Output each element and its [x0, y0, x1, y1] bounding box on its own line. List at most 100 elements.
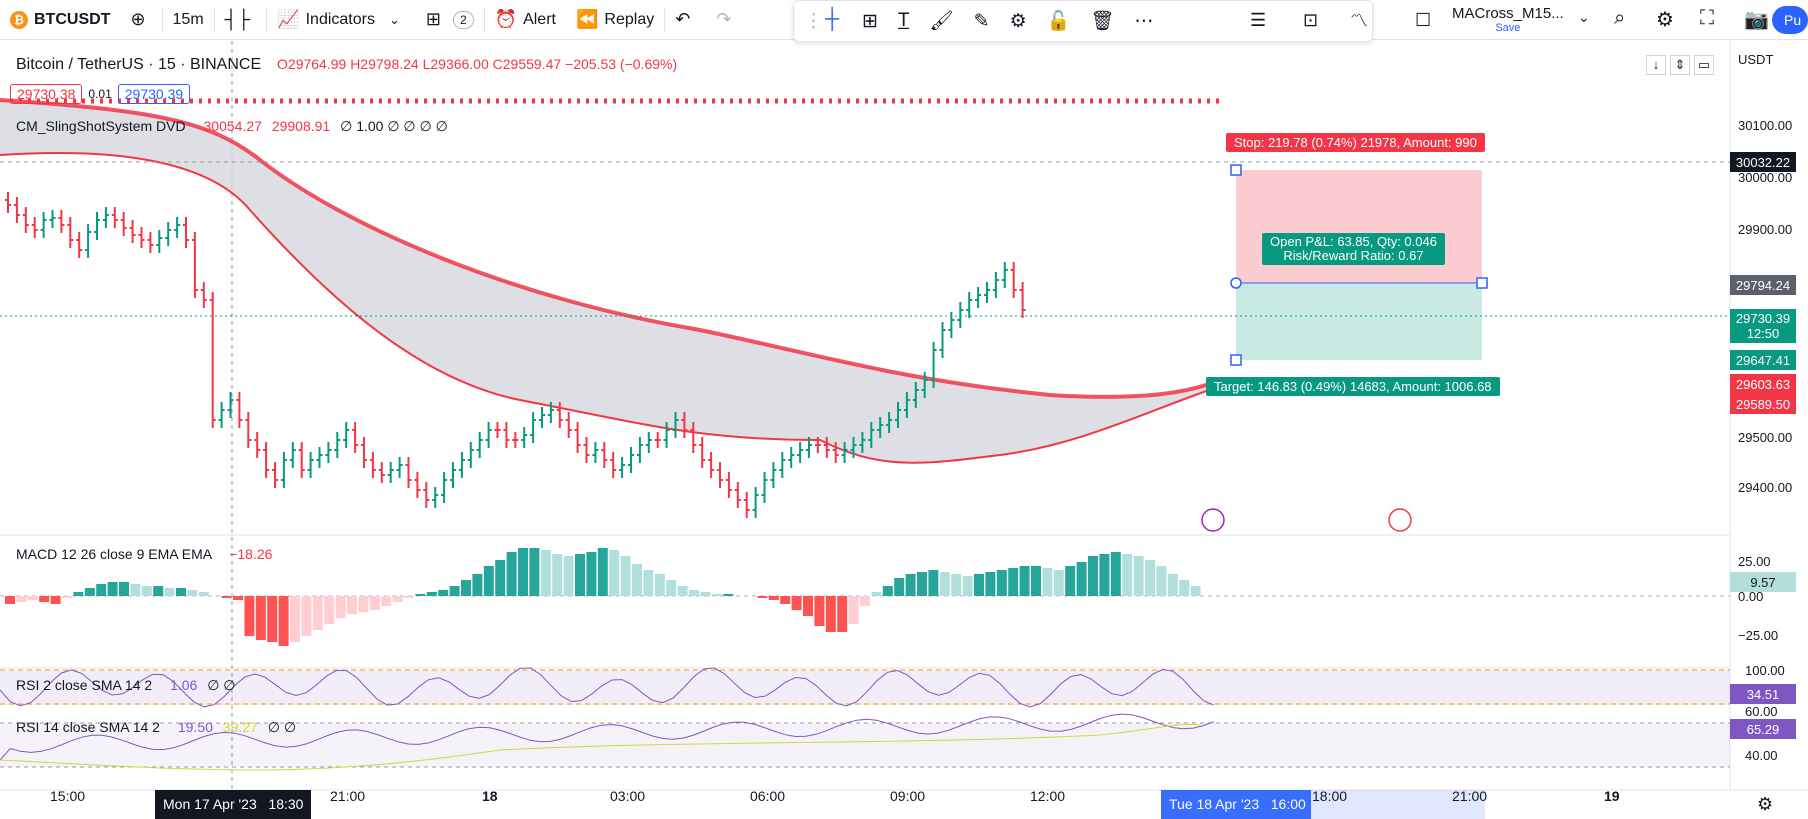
- price-tag-value: 29589.50: [1735, 396, 1791, 412]
- countdown-value: 12:50: [1746, 326, 1780, 341]
- replay-icon: ⏪: [575, 9, 599, 29]
- arrow-down-icon[interactable]: ↓: [1646, 55, 1666, 75]
- stop-label[interactable]: Stop: 219.78 (0.74%) 21978, Amount: 990: [1226, 133, 1485, 152]
- macd-bar: [472, 574, 483, 596]
- macd-bar: [563, 556, 574, 596]
- line-color-icon[interactable]: ✎: [973, 10, 990, 32]
- macd-bar: [404, 596, 414, 598]
- drag-handle-icon[interactable]: ⋮⋮: [804, 10, 842, 32]
- macd-bar: [974, 574, 984, 596]
- macd-legend[interactable]: MACD 12 26 close 9 EMA EMA −18.26: [16, 546, 272, 562]
- us-flag-event-icon[interactable]: [1388, 508, 1412, 532]
- macd-bar: [1099, 554, 1110, 596]
- entry-handle[interactable]: [1230, 277, 1242, 289]
- currency-selector[interactable]: USDT: [1738, 52, 1774, 67]
- stop-handle[interactable]: [1230, 164, 1242, 176]
- indicator-name: CM_SlingShotSystem DVD: [16, 118, 186, 134]
- plus-circle-icon: ⊕: [130, 9, 146, 29]
- publish-label: Pu: [1784, 12, 1802, 28]
- settings-gear-icon[interactable]: ⚙: [1757, 794, 1774, 814]
- ema-slow-line: [0, 152, 1216, 464]
- current-time-label: Tue 18 Apr '23 16:00: [1161, 790, 1311, 819]
- search-icon[interactable]: ⌕: [1614, 7, 1626, 29]
- macd-bar: [290, 596, 300, 642]
- macd-bar: [996, 570, 1007, 596]
- bitcoin-logo-icon: ₿: [10, 10, 28, 29]
- lock-icon[interactable]: 🔓: [1046, 11, 1071, 32]
- undo-button[interactable]: ↶: [665, 0, 706, 40]
- target-label[interactable]: Target: 146.83 (0.49%) 14683, Amount: 10…: [1206, 377, 1500, 396]
- fill-color-icon[interactable]: 🖌: [929, 11, 954, 32]
- more-options-icon[interactable]: ⋯: [1134, 10, 1154, 32]
- ask-button[interactable]: 29730.39: [117, 84, 191, 104]
- macd-bar: [620, 556, 631, 596]
- templates-button[interactable]: ⊞ 2: [416, 0, 484, 40]
- macd-bar: [426, 592, 437, 596]
- fullscreen-icon[interactable]: ⛶: [1700, 7, 1714, 29]
- redo-button[interactable]: ↷: [706, 0, 747, 40]
- layout-save-label: Save: [1495, 22, 1521, 34]
- macd-axis-label: 0.00: [1738, 589, 1764, 604]
- publish-button[interactable]: Pu: [1772, 6, 1808, 34]
- indicator-value: 39.27: [222, 719, 258, 735]
- chart-type-button[interactable]: ┤├: [215, 0, 267, 40]
- stop-zone[interactable]: [1236, 170, 1482, 283]
- chevron-down-icon[interactable]: ⌄: [1578, 9, 1590, 25]
- macd-bar: [917, 572, 927, 596]
- layout-button[interactable]: ⊡: [1293, 0, 1334, 40]
- camera-icon[interactable]: 📷: [1744, 9, 1769, 31]
- symbol-search-button[interactable]: ₿ BTCUSDT: [0, 0, 120, 40]
- compare-symbol-button[interactable]: ⊕: [120, 0, 161, 40]
- rsi14-legend[interactable]: RSI 14 close SMA 14 2 19.50 39.27 ∅ ∅: [16, 719, 296, 736]
- text-tool-icon[interactable]: T̲: [897, 10, 910, 31]
- trash-icon[interactable]: 🗑: [1090, 11, 1115, 32]
- width-handle[interactable]: [1476, 277, 1488, 289]
- macd-bar: [985, 572, 996, 596]
- layout-selector[interactable]: MACross_M15... Save: [1452, 6, 1564, 35]
- trend-tools-button[interactable]: 〽: [1340, 0, 1384, 40]
- pane-controls: ↓ ⇕ ▭: [1646, 55, 1714, 75]
- layout-checkbox-button[interactable]: ☐: [1405, 0, 1447, 40]
- target-zone[interactable]: [1236, 283, 1482, 360]
- indicator-value: ∅ 1.00 ∅ ∅ ∅ ∅: [340, 118, 448, 134]
- macd-bar: [130, 584, 141, 596]
- templates-count-badge: 2: [452, 10, 474, 29]
- price-tag-value: 29603.63: [1735, 376, 1791, 392]
- crosshair-icon[interactable]: ┼: [825, 8, 840, 30]
- template-grid-icon[interactable]: ⊞: [862, 10, 878, 32]
- macd-bar: [1042, 568, 1053, 596]
- rsi2-legend[interactable]: RSI 2 close SMA 14 2 1.06 ∅ ∅: [16, 677, 236, 694]
- macd-bar: [1088, 556, 1098, 596]
- macd-bar: [518, 548, 528, 596]
- target-handle[interactable]: [1230, 354, 1242, 366]
- pnl-label[interactable]: Open P&L: 63.85, Qty: 0.046 Risk/Reward …: [1262, 233, 1445, 265]
- alert-button[interactable]: ⏰ Alert: [485, 0, 566, 40]
- macd-bar: [438, 590, 449, 596]
- macd-bar: [324, 596, 335, 624]
- bid-button[interactable]: 29730.38: [10, 84, 83, 104]
- macd-bar: [267, 596, 278, 642]
- settings-gear-icon[interactable]: ⚙: [1009, 10, 1027, 32]
- replay-button[interactable]: ⏪ Replay: [566, 0, 664, 40]
- lightning-event-icon[interactable]: [1201, 508, 1225, 532]
- indicator-value: 29908.91: [271, 118, 331, 134]
- macd-bar: [164, 588, 175, 596]
- chart-legend[interactable]: Bitcoin / TetherUS · 15 · BINANCE O29764…: [16, 56, 677, 74]
- macd-bar: [529, 548, 540, 596]
- collapse-icon[interactable]: ⇕: [1670, 55, 1690, 75]
- slingshot-legend[interactable]: CM_SlingShotSystem DVD 30054.27 29908.91…: [16, 118, 448, 135]
- rsi2-line: [0, 667, 1214, 708]
- macd-bar: [928, 570, 939, 596]
- object-tree-button[interactable]: ☰: [1240, 0, 1282, 40]
- macd-bar: [757, 596, 768, 598]
- macd-bar: [255, 596, 266, 640]
- interval-button[interactable]: 15m: [163, 0, 214, 40]
- gear-icon[interactable]: ⚙: [1656, 9, 1674, 31]
- macd-bar: [312, 596, 323, 630]
- maximize-icon[interactable]: ▭: [1694, 55, 1714, 75]
- indicators-button[interactable]: 📈 Indicators ⌄: [267, 0, 416, 40]
- macd-bar: [221, 596, 232, 598]
- divider: [213, 7, 215, 32]
- macd-bar: [301, 596, 312, 636]
